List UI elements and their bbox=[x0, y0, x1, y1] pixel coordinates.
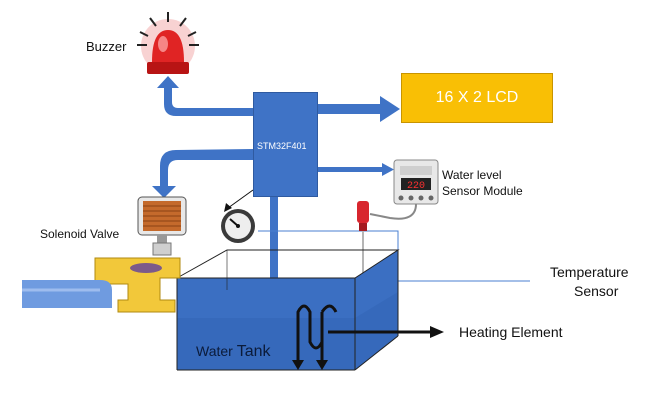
sensor-cable bbox=[369, 203, 417, 220]
tank-label-word2: Tank bbox=[236, 343, 271, 360]
lcd-display-box: 16 X 2 LCD bbox=[401, 73, 553, 123]
mcu-to-valve-arrow bbox=[152, 149, 253, 198]
buzzer-icon bbox=[137, 12, 199, 74]
temperature-gauge-icon bbox=[221, 209, 255, 243]
module-display-reading: 220 bbox=[407, 181, 425, 192]
water-tank-label: Water Tank bbox=[196, 343, 271, 361]
solenoid-valve-icon bbox=[137, 196, 187, 256]
water-pipe bbox=[22, 257, 181, 313]
lcd-label: 16 X 2 LCD bbox=[435, 89, 519, 106]
water-tank bbox=[175, 249, 400, 371]
mcu-to-buzzer-arrow bbox=[157, 76, 253, 116]
mcu-to-lcd-arrow bbox=[318, 96, 400, 122]
heater-callout-arrow bbox=[328, 326, 444, 338]
temperature-label-line2: Sensor bbox=[574, 283, 619, 299]
heating-element-label: Heating Element bbox=[459, 324, 563, 340]
solenoid-valve-label: Solenoid Valve bbox=[40, 227, 120, 241]
buzzer-label: Buzzer bbox=[86, 39, 127, 54]
temperature-label-line1: Temperature bbox=[550, 264, 629, 280]
tank-label-word1: Water bbox=[196, 343, 233, 359]
water-level-module-icon bbox=[393, 159, 439, 205]
mcu-to-waterlevel-arrow bbox=[318, 163, 394, 176]
microcontroller-box: STM32F401 bbox=[253, 92, 318, 197]
temp-pointer-line bbox=[227, 189, 254, 209]
water-level-label-line2: Sensor Module bbox=[442, 184, 523, 198]
mcu-label: STM32F401 bbox=[257, 141, 307, 151]
water-level-label-line1: Water level bbox=[442, 168, 502, 182]
